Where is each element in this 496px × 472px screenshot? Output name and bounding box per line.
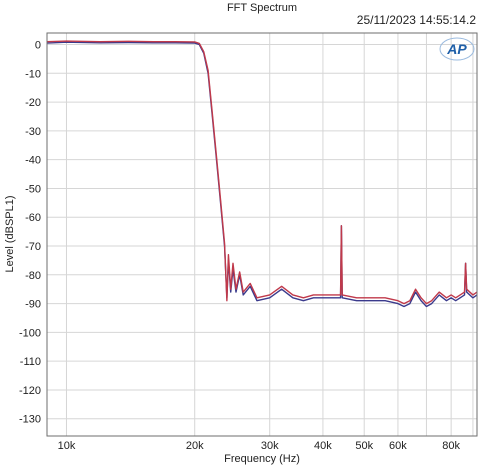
x-tick-label: 20k	[186, 440, 204, 452]
y-tick-label: -40	[25, 155, 41, 167]
timestamp: 25/11/2023 14:55:14.2	[357, 13, 477, 27]
x-tick-label: 80k	[442, 440, 460, 452]
y-tick-label: 0	[35, 40, 41, 52]
ap-logo-text: AP	[446, 41, 467, 57]
series-line-2	[47, 40, 477, 305]
y-tick-label: -10	[25, 68, 41, 80]
series-group	[47, 40, 477, 308]
plot-background	[47, 33, 477, 436]
y-axis-ticks: 0 -10 -20 -30 -40 -50 -60 -70 -80 -90 -100 -110 -120…	[19, 40, 41, 426]
y-tick-label: -130	[19, 414, 41, 426]
grid-horizontal	[47, 44, 477, 420]
grid-vertical	[65, 33, 474, 436]
x-axis-ticks: 10k 20k 30k 40k 50k 60k 80k	[58, 440, 461, 452]
y-tick-label: -110	[20, 356, 41, 368]
y-tick-label: -90	[25, 299, 41, 311]
plot-border	[46, 32, 478, 437]
y-tick-label: -120	[19, 385, 41, 397]
x-tick-label: 10k	[58, 440, 76, 452]
y-tick-label: -50	[25, 183, 41, 195]
y-tick-label: -30	[25, 126, 41, 138]
y-tick-label: -20	[25, 97, 41, 109]
x-tick-label: 40k	[314, 440, 332, 452]
y-tick-label: -80	[25, 270, 41, 282]
x-tick-label: 60k	[389, 440, 407, 452]
y-tick-label: -60	[25, 212, 41, 224]
plot-area[interactable]	[46, 32, 478, 437]
y-tick-label: -70	[25, 241, 41, 253]
x-tick-label: 30k	[261, 440, 279, 452]
ap-logo-icon: AP	[439, 37, 475, 61]
y-axis-label: Level (dBSPL1)	[4, 195, 16, 272]
y-tick-label: -100	[19, 327, 41, 339]
x-axis-label: Frequency (Hz)	[224, 453, 300, 465]
chart-title: FFT Spectrum	[227, 2, 297, 14]
x-tick-label: 50k	[355, 440, 373, 452]
